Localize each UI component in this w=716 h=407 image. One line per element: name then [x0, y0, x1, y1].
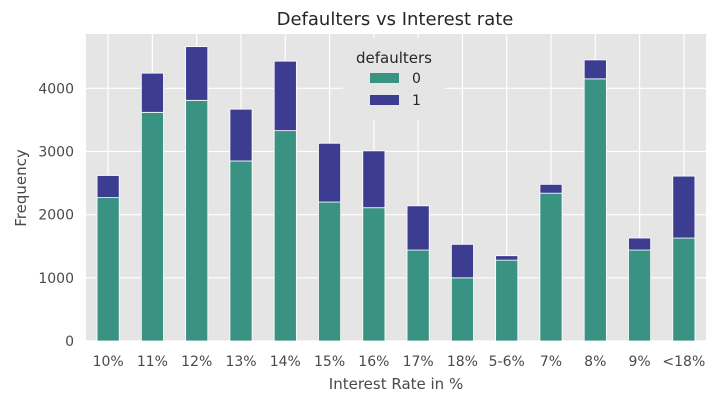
bar-segment-series-1: [539, 183, 563, 194]
bar-segment-series-0: [318, 201, 342, 342]
bar-segment-series-0: [140, 111, 164, 342]
legend-label-0: 0: [412, 71, 421, 87]
bar-segment-series-1: [229, 108, 253, 162]
x-tick-label: 7%: [540, 354, 562, 370]
bar-segment-series-0: [185, 99, 209, 342]
bar-segment-series-0: [495, 259, 519, 342]
bar-segment-series-0: [362, 207, 386, 342]
y-tick-labels: 0 1000 2000 3000 4000: [38, 81, 74, 350]
bar-segment-series-0: [583, 78, 607, 342]
legend-label-1: 1: [412, 93, 421, 109]
bar-segment-series-1: [185, 46, 209, 101]
x-tick-labels: 10% 11% 12% 13% 14% 15% 16% 17% 18% 5-6% 7% 8% 9% <18…: [93, 354, 706, 370]
legend: defaulters 0 1: [343, 38, 445, 120]
bar-segment-series-1: [96, 175, 120, 199]
x-tick-label: 12%: [181, 354, 212, 370]
bar-segment-series-1: [495, 255, 519, 261]
bar-segment-series-1: [628, 237, 652, 251]
bar-segment-series-0: [406, 249, 430, 342]
x-tick-label: 9%: [628, 354, 650, 370]
bar-segment-series-0: [628, 249, 652, 342]
bar-segment-series-0: [672, 237, 696, 342]
bar-segment-series-0: [229, 160, 253, 342]
bar-segment-series-0: [539, 192, 563, 342]
x-tick-label: <18%: [662, 354, 705, 370]
bar-segment-series-1: [273, 60, 297, 132]
y-tick-label: 2000: [38, 208, 74, 224]
x-tick-label: 10%: [93, 354, 124, 370]
bar-segment-series-1: [450, 243, 474, 279]
bar-segment-series-1: [406, 205, 430, 251]
x-tick-label: 5-6%: [489, 354, 525, 370]
x-tick-label: 17%: [403, 354, 434, 370]
x-axis-label: Interest Rate in %: [329, 375, 463, 393]
y-axis-label: Frequency: [12, 149, 30, 227]
bar-segment-series-1: [672, 175, 696, 239]
bar-segment-series-0: [96, 197, 120, 342]
legend-swatch-1: [370, 95, 399, 105]
y-tick-label: 0: [65, 334, 74, 350]
bars: [96, 46, 696, 342]
bar-segment-series-1: [318, 142, 342, 203]
legend-swatch-0: [370, 73, 399, 83]
x-tick-label: 11%: [137, 354, 168, 370]
x-tick-label: 14%: [270, 354, 301, 370]
y-tick-label: 3000: [38, 144, 74, 160]
x-tick-label: 15%: [314, 354, 345, 370]
x-tick-label: 8%: [584, 354, 606, 370]
bar-segment-series-1: [583, 59, 607, 80]
y-tick-label: 4000: [38, 81, 74, 97]
bar-segment-series-0: [450, 277, 474, 342]
bar-segment-series-1: [362, 150, 386, 209]
x-tick-label: 18%: [447, 354, 478, 370]
bar-segment-series-1: [140, 72, 164, 113]
y-tick-label: 1000: [38, 271, 74, 287]
bar-segment-series-0: [273, 130, 297, 342]
legend-title: defaulters: [356, 49, 432, 67]
x-tick-label: 16%: [358, 354, 389, 370]
x-tick-label: 13%: [225, 354, 256, 370]
chart-title: Defaulters vs Interest rate: [277, 9, 514, 30]
